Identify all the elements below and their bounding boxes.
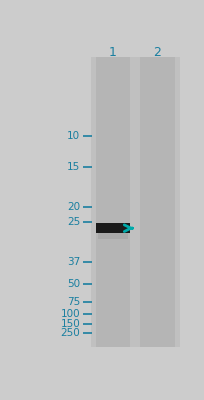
Text: 50: 50 xyxy=(67,279,80,289)
Bar xyxy=(90,57,179,347)
Text: 25: 25 xyxy=(67,217,80,227)
Text: 2: 2 xyxy=(153,46,161,59)
Text: 250: 250 xyxy=(60,328,80,338)
Text: 150: 150 xyxy=(60,319,80,329)
Bar xyxy=(98,233,128,239)
Text: 1: 1 xyxy=(109,46,116,59)
Text: 15: 15 xyxy=(67,162,80,172)
Bar xyxy=(139,57,174,347)
Bar xyxy=(95,57,130,347)
Text: 20: 20 xyxy=(67,202,80,212)
Text: 10: 10 xyxy=(67,131,80,141)
Text: 75: 75 xyxy=(67,297,80,307)
Bar xyxy=(96,223,129,233)
Text: 37: 37 xyxy=(67,257,80,267)
Text: 100: 100 xyxy=(61,310,80,320)
